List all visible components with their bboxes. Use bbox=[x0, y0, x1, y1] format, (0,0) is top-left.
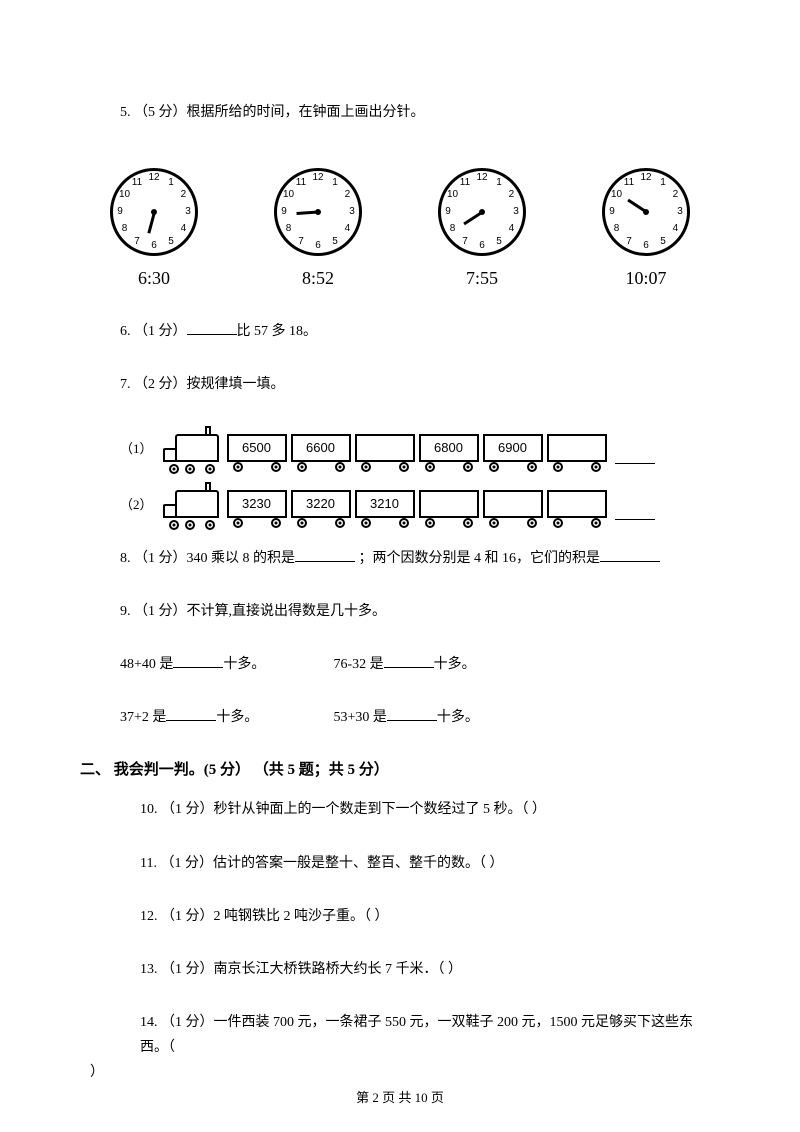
q8-blank2 bbox=[600, 546, 660, 562]
clock-item: 121234567891011 8:52 bbox=[274, 168, 362, 289]
train-car: 3230 bbox=[227, 490, 287, 518]
q6-pre: 6. （1 分） bbox=[120, 324, 187, 339]
trains: （1） 65006600 68006900 （2） 323032203210 bbox=[80, 426, 720, 526]
clock-face: 121234567891011 bbox=[274, 168, 362, 256]
q8-blank1 bbox=[295, 546, 355, 562]
q8-t1: 8. （1 分）340 乘以 8 的积是 bbox=[120, 551, 295, 566]
train2-end-blank bbox=[615, 506, 655, 520]
train-car bbox=[483, 490, 543, 518]
locomotive bbox=[161, 426, 223, 470]
section-2-title: 二、 我会判一判。(5 分） （共 5 题；共 5 分） bbox=[80, 758, 720, 779]
train-car bbox=[547, 434, 607, 462]
train-car: 3220 bbox=[291, 490, 351, 518]
clock-time-label: 6:30 bbox=[138, 268, 170, 289]
clocks-row: 1212345678910116:301212345678910118:5212… bbox=[80, 153, 720, 299]
train-car: 6500 bbox=[227, 434, 287, 462]
clock-time-label: 7:55 bbox=[466, 268, 498, 289]
page-footer: 第 2 页 共 10 页 bbox=[0, 1087, 800, 1106]
train-1: 65006600 68006900 bbox=[161, 426, 607, 470]
q9-line2: 37+2 是十多。 53+30 是十多。 bbox=[80, 705, 720, 730]
train1-label: （1） bbox=[120, 438, 153, 457]
train-car bbox=[547, 490, 607, 518]
clock-time-label: 8:52 bbox=[302, 268, 334, 289]
train2-label: （2） bbox=[120, 494, 153, 513]
q9-line1: 48+40 是十多。 76-32 是十多。 bbox=[80, 652, 720, 677]
clock-face: 121234567891011 bbox=[602, 168, 690, 256]
question-8: 8. （1 分）340 乘以 8 的积是 ；两个因数分别是 4 和 16，它们的… bbox=[80, 546, 720, 571]
hour-hand bbox=[627, 199, 647, 213]
question-14: 14. （1 分）一件西装 700 元，一条裙子 550 元，一双鞋子 200 … bbox=[80, 1010, 720, 1086]
hour-hand bbox=[463, 211, 483, 225]
q9-label: 9. （1 分）不计算,直接说出得数是几十多。 bbox=[120, 599, 720, 624]
train-row-1: （1） 65006600 68006900 bbox=[120, 426, 720, 470]
question-6: 6. （1 分） 比 57 多 18。 bbox=[80, 319, 720, 344]
hour-hand bbox=[296, 211, 318, 216]
q7-label: 7. （2 分）按规律填一填。 bbox=[120, 372, 720, 397]
clock-face: 121234567891011 bbox=[110, 168, 198, 256]
q8-t2: ；两个因数分别是 4 和 16，它们的积是 bbox=[355, 551, 600, 566]
question-9: 9. （1 分）不计算,直接说出得数是几十多。 bbox=[80, 599, 720, 624]
train-car bbox=[355, 434, 415, 462]
question-7: 7. （2 分）按规律填一填。 bbox=[80, 372, 720, 397]
question-12: 12. （1 分）2 吨钢铁比 2 吨沙子重。（ ） bbox=[80, 904, 720, 929]
train-car: 3210 bbox=[355, 490, 415, 518]
train-car: 6800 bbox=[419, 434, 479, 462]
clock-face: 121234567891011 bbox=[438, 168, 526, 256]
q6-post: 比 57 多 18。 bbox=[237, 324, 318, 339]
question-11: 11. （1 分）估计的答案一般是整十、整百、整千的数。（ ） bbox=[80, 851, 720, 876]
clock-item: 121234567891011 7:55 bbox=[438, 168, 526, 289]
train-car bbox=[419, 490, 479, 518]
question-10: 10. （1 分）秒针从钟面上的一个数走到下一个数经过了 5 秒。（ ） bbox=[80, 797, 720, 822]
train1-end-blank bbox=[615, 450, 655, 464]
clock-item: 121234567891011 6:30 bbox=[110, 168, 198, 289]
train-car: 6900 bbox=[483, 434, 543, 462]
train-2: 323032203210 bbox=[161, 482, 607, 526]
clock-item: 121234567891011 10:07 bbox=[602, 168, 690, 289]
locomotive bbox=[161, 482, 223, 526]
question-5: 5. （5 分）根据所给的时间，在钟面上画出分针。 bbox=[80, 100, 720, 125]
q6-blank bbox=[187, 319, 237, 335]
train-row-2: （2） 323032203210 bbox=[120, 482, 720, 526]
q5-label: 5. （5 分）根据所给的时间，在钟面上画出分针。 bbox=[120, 100, 720, 125]
train-car: 6600 bbox=[291, 434, 351, 462]
question-13: 13. （1 分）南京长江大桥铁路桥大约长 7 千米．（ ） bbox=[80, 957, 720, 982]
hour-hand bbox=[147, 212, 156, 234]
clock-time-label: 10:07 bbox=[625, 268, 666, 289]
